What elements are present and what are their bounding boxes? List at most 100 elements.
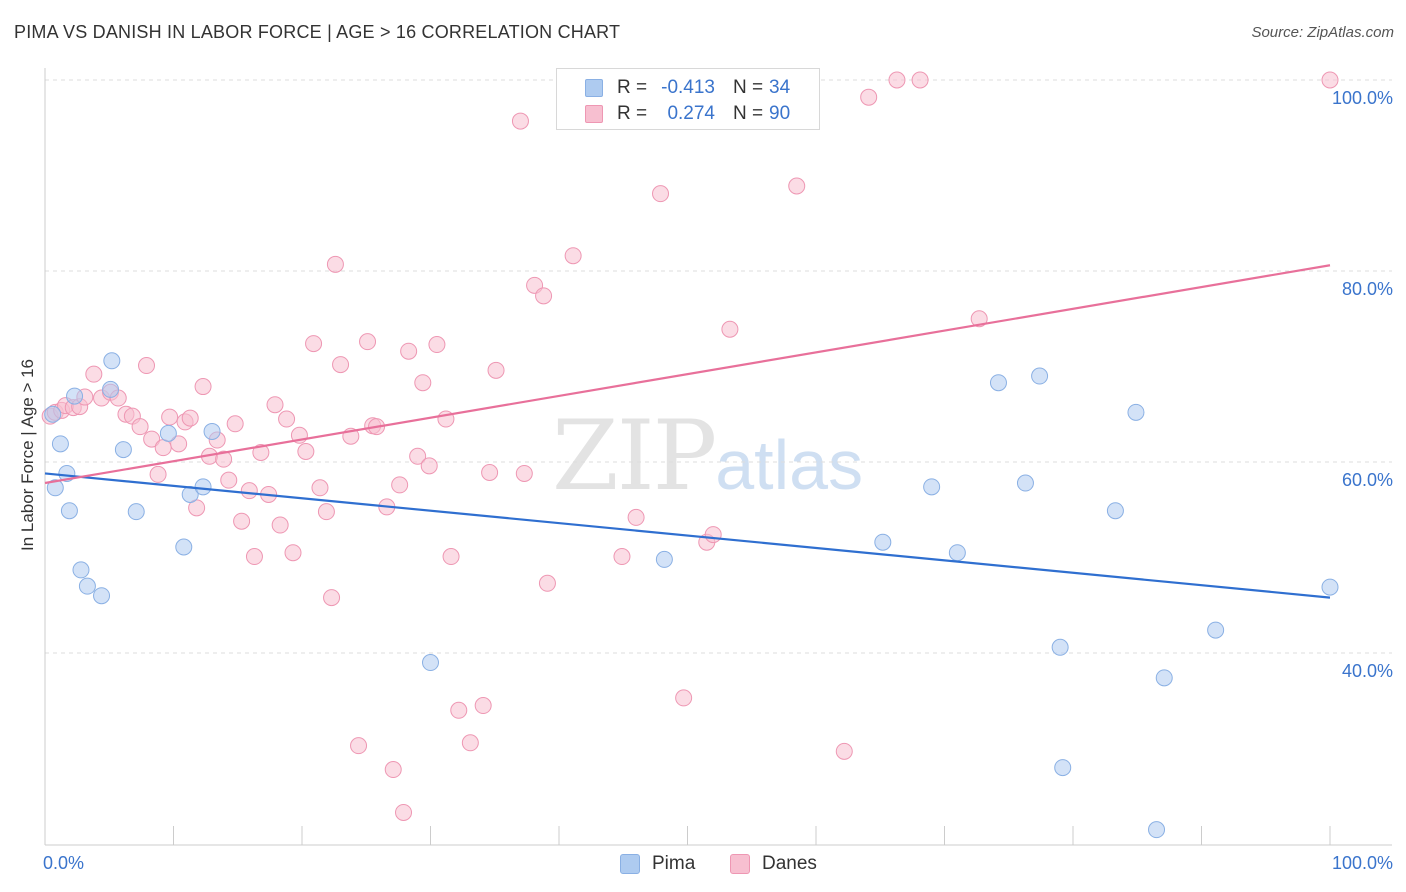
pima-point-12 — [127, 503, 145, 521]
danes-point-86 — [1321, 71, 1339, 89]
danes-point-59 — [428, 336, 446, 354]
danes-legend-swatch — [730, 854, 750, 874]
danes-point-67 — [511, 112, 529, 130]
grid-lines — [45, 79, 1392, 654]
danes-point-80 — [788, 177, 806, 195]
r-value: 0.274 — [667, 103, 715, 124]
pima-trend-line — [44, 472, 1331, 599]
danes-point-73 — [613, 548, 631, 566]
danes-point-57 — [414, 374, 432, 392]
danes-point-62 — [450, 701, 468, 719]
danes-point-71 — [538, 574, 556, 592]
danes-point-81 — [835, 742, 853, 760]
watermark: ZIPatlas — [552, 400, 863, 512]
danes-point-72 — [564, 247, 582, 265]
pima-legend-swatch — [620, 854, 640, 874]
y-tick-label-80: 80.0% — [1342, 279, 1393, 299]
pima-point-18 — [422, 654, 439, 672]
danes-point-76 — [675, 689, 693, 707]
danes-point-28 — [226, 415, 244, 433]
pima-point-23 — [989, 374, 1007, 392]
danes-swatch — [585, 105, 603, 123]
danes-point-18 — [161, 408, 179, 426]
pima-point-6 — [72, 561, 90, 579]
chart-title: PIMA VS DANISH IN LABOR FORCE | AGE > 16… — [14, 22, 621, 42]
pima-point-13 — [159, 424, 177, 442]
pima-point-5 — [60, 502, 78, 520]
danes-point-54 — [395, 803, 413, 821]
y-tick-label-40: 40.0% — [1342, 661, 1393, 681]
danes-point-65 — [481, 464, 499, 482]
danes-point-78 — [704, 526, 722, 544]
danes-point-40 — [305, 335, 323, 353]
danes-point-17 — [154, 439, 172, 457]
danes-point-63 — [461, 734, 479, 752]
danes-point-23 — [194, 378, 212, 396]
danes-point-15 — [143, 430, 161, 448]
danes-point-39 — [297, 442, 315, 460]
danes-point-82 — [860, 88, 878, 106]
danes-point-79 — [721, 320, 739, 338]
danes-point-41 — [311, 479, 329, 497]
danes-point-13 — [131, 418, 149, 436]
pima-point-25 — [1031, 367, 1049, 385]
r-value: -0.413 — [661, 77, 715, 98]
n-value: 34 — [769, 77, 791, 98]
danes-point-70 — [535, 287, 553, 305]
y-tick-label-100: 100.0% — [1332, 88, 1393, 108]
danes-point-43 — [323, 589, 341, 607]
danes-point-19 — [170, 435, 188, 453]
correlation-legend: R = -0.413 N = 34 R = 0.274 N = 90 — [556, 68, 820, 130]
pima-swatch — [585, 79, 603, 97]
watermark-zip: ZIP — [552, 400, 717, 512]
danes-point-21 — [181, 409, 199, 427]
pima-point-7 — [78, 577, 96, 595]
pima-point-33 — [1321, 578, 1339, 596]
danes-point-34 — [266, 396, 284, 414]
danes-point-29 — [233, 512, 251, 530]
pima-point-0 — [44, 405, 62, 423]
n-value: 90 — [769, 103, 791, 124]
pima-point-16 — [194, 478, 212, 496]
pima-point-1 — [46, 479, 64, 497]
danes-point-53 — [391, 476, 409, 494]
pima-point-2 — [51, 435, 69, 453]
danes-trend-line — [44, 264, 1331, 485]
pima-point-10 — [102, 380, 120, 398]
danes-point-83 — [888, 71, 906, 89]
pima-point-22 — [948, 544, 966, 562]
pima-point-29 — [1127, 403, 1145, 421]
danes-point-84 — [911, 71, 929, 89]
n-label: N = — [733, 103, 764, 124]
pima-legend-label: Pima — [652, 853, 696, 874]
pima-point-9 — [103, 352, 121, 370]
danes-point-26 — [215, 450, 233, 468]
x-tick-label-100: 100.0% — [1332, 853, 1393, 873]
pima-point-17 — [203, 422, 221, 440]
y-tick-label-60: 60.0% — [1342, 470, 1393, 490]
n-label: N = — [733, 77, 764, 98]
danes-point-32 — [252, 443, 270, 461]
tick-labels: 40.0% 60.0% 80.0% 100.0% 0.0% 100.0% — [43, 88, 1393, 873]
pima-point-8 — [93, 587, 111, 605]
danes-point-36 — [278, 410, 296, 428]
danes-point-48 — [359, 333, 377, 351]
pima-point-14 — [175, 538, 193, 556]
danes-point-66 — [487, 361, 505, 379]
trend-lines — [44, 264, 1331, 599]
danes-point-30 — [240, 482, 258, 500]
danes-point-61 — [442, 548, 460, 566]
danes-point-45 — [332, 356, 350, 374]
pima-point-21 — [923, 478, 941, 496]
danes-point-37 — [284, 544, 302, 562]
pima-point-11 — [114, 441, 132, 459]
danes-point-56 — [409, 447, 427, 465]
pima-point-20 — [874, 533, 892, 551]
danes-point-35 — [271, 516, 289, 534]
danes-point-7 — [85, 365, 103, 383]
danes-point-31 — [245, 548, 263, 566]
danes-point-68 — [515, 464, 533, 482]
danes-point-47 — [350, 737, 368, 755]
danes-point-58 — [420, 457, 438, 475]
danes-point-52 — [384, 761, 402, 779]
